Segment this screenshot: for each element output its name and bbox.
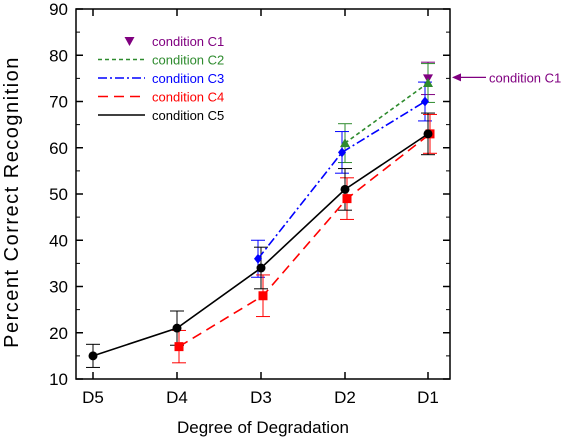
- x-axis-title: Degree of Degradation: [177, 418, 349, 437]
- data-point-condition-c4: [174, 342, 184, 352]
- data-point-condition-c5: [423, 129, 433, 139]
- y-tick-label: 80: [49, 46, 68, 65]
- legend: condition C1 condition C2 condition C3 cond…: [98, 34, 224, 123]
- annotations: condition C1: [452, 70, 561, 85]
- y-tick-label: 60: [49, 139, 68, 158]
- error-bars: [86, 61, 437, 368]
- x-tick-label: D3: [250, 388, 272, 407]
- data-point-condition-c2: [340, 138, 350, 148]
- series-line-condition-c5: [92, 133, 429, 357]
- series-lines: [92, 82, 431, 357]
- annotation-label: condition C1: [489, 70, 561, 85]
- annotation-arrowhead: [452, 73, 461, 82]
- y-tick-label: 50: [49, 185, 68, 204]
- data-point-condition-c3: [338, 147, 346, 158]
- y-axis: 10 20 30 40 50 60 70 80 90: [49, 0, 450, 389]
- data-point-condition-c5: [172, 323, 182, 333]
- x-tick-label: D4: [166, 388, 188, 407]
- data-point-condition-c5: [256, 263, 266, 273]
- plot-frame: [75, 8, 451, 380]
- legend-label-condition-c2: condition C2: [152, 53, 224, 68]
- data-point-condition-c3: [254, 253, 262, 264]
- data-point-condition-c5: [340, 184, 350, 194]
- markers: [88, 74, 435, 361]
- data-point-condition-c4: [342, 194, 352, 204]
- y-tick-label: 30: [49, 278, 68, 297]
- x-axis: D5 D4 D3 D2 D1: [82, 9, 439, 407]
- series-line-condition-c3: [257, 100, 426, 260]
- x-tick-label: D1: [417, 388, 439, 407]
- data-point-condition-c2: [423, 78, 433, 87]
- x-tick-label: D2: [334, 388, 356, 407]
- plot-area: [75, 8, 451, 380]
- series-line-condition-c2: [344, 82, 429, 144]
- legend-label-condition-c3: condition C3: [152, 71, 224, 86]
- y-tick-label: 70: [49, 93, 68, 112]
- y-tick-label: 10: [49, 370, 68, 389]
- data-point-condition-c3: [421, 96, 429, 107]
- y-axis-title: Percent Correct Recognition: [1, 56, 23, 348]
- legend-label-condition-c1: condition C1: [152, 34, 224, 49]
- x-tick-label: D5: [82, 388, 104, 407]
- data-point-condition-c5: [88, 351, 98, 361]
- y-tick-label: 40: [49, 231, 68, 250]
- legend-marker-condition-c1: [124, 37, 135, 46]
- legend-label-condition-c4: condition C4: [152, 90, 224, 105]
- data-point-condition-c4: [258, 291, 268, 301]
- legend-label-condition-c5: condition C5: [152, 108, 224, 123]
- series-line-condition-c4: [178, 133, 431, 348]
- y-tick-label: 90: [49, 0, 68, 19]
- y-tick-label: 20: [49, 324, 68, 343]
